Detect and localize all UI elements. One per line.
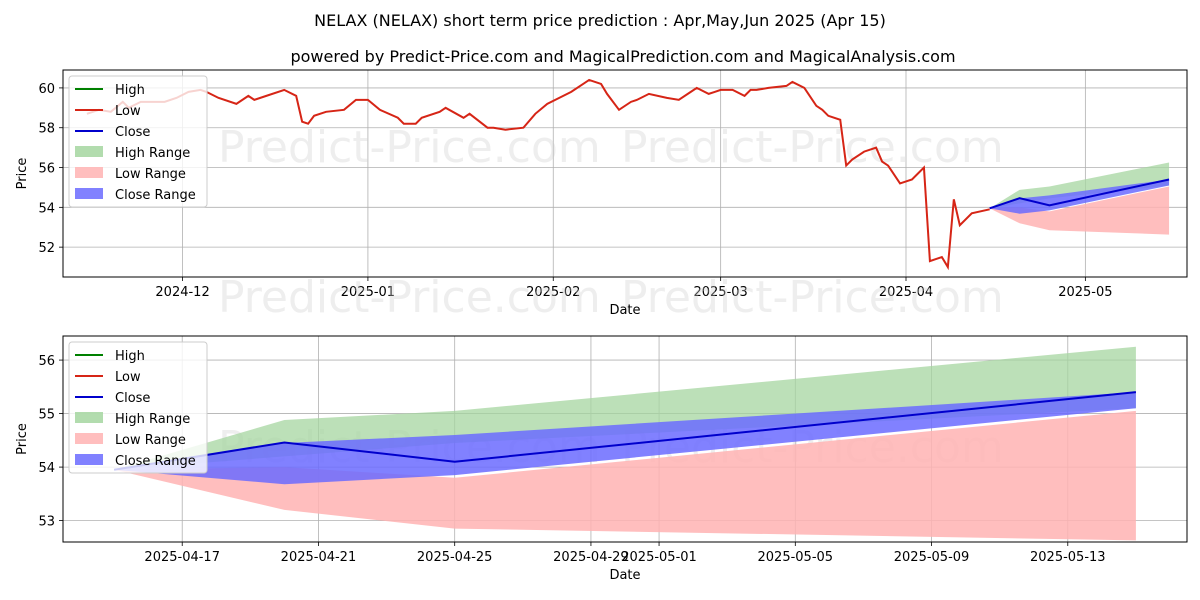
watermark-text: Predict-Price.com — [621, 272, 1004, 323]
x-tick-label: 2025-05-13 — [1030, 550, 1106, 565]
y-tick-label: 58 — [38, 122, 55, 137]
x-tick-label: 2025-02 — [526, 285, 580, 300]
watermark-text: Predict-Price.com — [218, 272, 601, 323]
y-axis-label: Price — [15, 423, 30, 455]
history-low-line — [86, 78, 990, 271]
x-tick-label: 2025-05-05 — [758, 550, 834, 565]
legend-swatch-patch — [75, 412, 103, 423]
y-tick-label: 53 — [38, 515, 55, 530]
x-tick-label: 2025-05 — [1058, 285, 1112, 300]
legend-label: Close — [115, 125, 150, 140]
legend-label: High — [115, 349, 145, 364]
watermark-text: Predict-Price.com — [218, 122, 601, 173]
top-panel: 2024-12 2025-01 2025-02 2025-03 2025-04 2025-… — [15, 69, 1188, 323]
y-tick-label: 54 — [38, 461, 55, 476]
chart-title: NELAX (NELAX) short term price predictio… — [314, 11, 886, 30]
x-tick-label: 2025-03 — [693, 285, 747, 300]
low-range-band — [989, 186, 1170, 235]
y-tick-label: 55 — [38, 408, 55, 423]
x-axis-label: Date — [609, 568, 640, 583]
plot-area — [113, 346, 1137, 541]
x-tick-label: 2025-04-25 — [417, 550, 493, 565]
legend-swatch-patch — [75, 454, 103, 465]
axes-frame — [62, 69, 1188, 278]
legend-label: Low — [115, 104, 141, 119]
bottom-panel: 2025-04-17 2025-04-21 2025-04-25 2025-04-29… — [15, 335, 1188, 583]
legend-swatch-patch — [75, 146, 103, 157]
y-tick-label: 54 — [38, 201, 55, 216]
y-axis-label: Price — [15, 158, 30, 190]
legend-label: Low Range — [115, 433, 186, 448]
legend-label: High — [115, 83, 145, 98]
y-tick-label: 56 — [38, 162, 55, 177]
legend-box — [68, 75, 208, 208]
x-tick-label: 2025-04-21 — [281, 550, 357, 565]
legend-box — [68, 341, 208, 474]
legend-label: Close — [115, 391, 150, 406]
y-tick-label: 52 — [38, 241, 55, 256]
x-tick-label: 2025-05-09 — [894, 550, 970, 565]
legend-swatch-patch — [75, 188, 103, 199]
legend-label: Low Range — [115, 167, 186, 182]
axes-frame — [62, 335, 1188, 543]
legend-label: High Range — [115, 146, 190, 161]
x-tick-label: 2025-05-01 — [621, 550, 697, 565]
legend-swatch-patch — [75, 167, 103, 178]
close-forecast-line — [989, 178, 1170, 210]
legend-label: Low — [115, 370, 141, 385]
low-range-band — [114, 410, 1136, 541]
x-axis-label: Date — [609, 303, 640, 318]
legend-swatch-patch — [75, 433, 103, 444]
high-range-band — [989, 162, 1170, 209]
close-range-band — [989, 179, 1170, 214]
x-tick-label: 2025-04 — [879, 285, 933, 300]
legend-label: Close Range — [115, 454, 196, 469]
x-tick-label: 2025-04-17 — [144, 550, 220, 565]
y-tick-label: 60 — [38, 82, 55, 97]
chart-subtitle: powered by Predict-Price.com and Magical… — [290, 47, 955, 66]
close-range-band — [114, 392, 1136, 485]
plot-area — [86, 78, 1170, 271]
watermark-text: Predict-Price.com — [621, 122, 1004, 173]
legend-label: High Range — [115, 412, 190, 427]
y-tick-label: 56 — [38, 354, 55, 369]
legend-label: Close Range — [115, 188, 196, 203]
x-tick-label: 2024-12 — [155, 285, 209, 300]
x-tick-label: 2025-01 — [341, 285, 395, 300]
x-tick-label: 2025-04-29 — [553, 550, 629, 565]
